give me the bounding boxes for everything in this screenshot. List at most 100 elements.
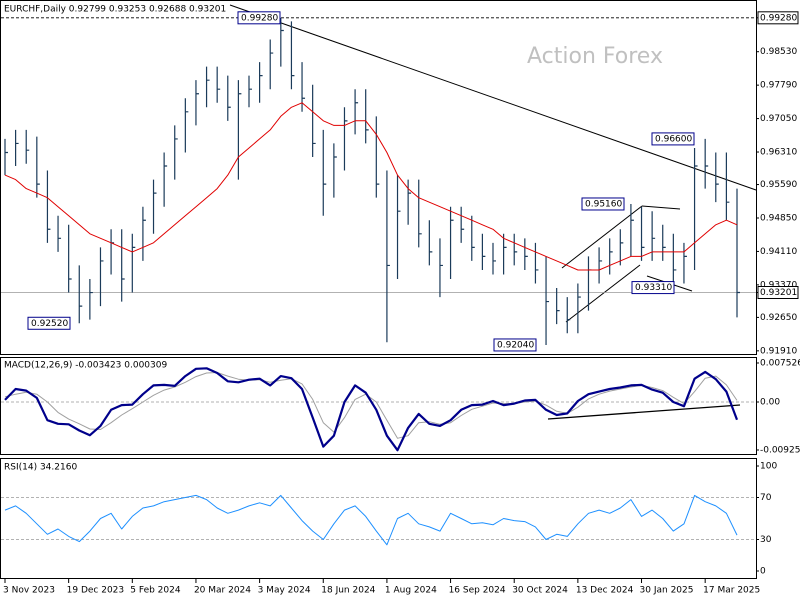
price-bar	[662, 224, 666, 261]
price-bar	[672, 233, 677, 288]
price-bar	[725, 152, 730, 221]
price-bar	[439, 238, 443, 298]
price-bar	[598, 247, 603, 284]
price-bar	[545, 256, 550, 345]
price-bar	[68, 224, 72, 293]
price-bar	[290, 21, 295, 90]
y-tick-label: 0.95590	[760, 180, 797, 190]
x-tick-label: 19 Dec 2023	[67, 586, 125, 596]
watermark: Action Forex	[527, 44, 663, 69]
price-bar	[195, 80, 199, 126]
price-bar	[736, 188, 740, 318]
indicator-line	[4, 367, 739, 452]
price-bar	[174, 125, 178, 180]
indicator-line	[4, 372, 738, 439]
price-bar	[36, 136, 40, 198]
price-bar	[57, 215, 62, 252]
price-bar	[343, 107, 348, 171]
price-bar	[333, 143, 337, 198]
price-bar	[227, 75, 231, 121]
annotation-label: 0.99280	[241, 13, 278, 23]
price-bar	[131, 233, 136, 293]
channel-line	[641, 205, 681, 210]
price-bar	[407, 179, 412, 225]
x-tick-label: 18 Jun 2024	[321, 586, 375, 596]
price-bar	[630, 203, 634, 257]
price-bar	[205, 66, 210, 108]
y-tick-label: 0.94850	[760, 213, 797, 223]
price-panel	[0, 0, 757, 355]
y-tick-label: 0.97050	[760, 114, 797, 124]
price-bar	[4, 138, 8, 176]
price-bar	[534, 242, 539, 284]
y-tick-label: 0.007526	[760, 358, 800, 368]
annotation-label: 0.95160	[585, 199, 622, 209]
chart-title: EURCHF,Daily 0.92799 0.93253 0.92688 0.9…	[4, 5, 226, 15]
price-bar	[640, 206, 645, 261]
price-bar	[396, 175, 401, 279]
price-bar	[163, 152, 168, 207]
y-tick-label: 0.91910	[760, 346, 797, 356]
y-tick-label: 0.96310	[760, 148, 797, 158]
price-bar	[619, 229, 624, 266]
price-bar	[471, 215, 475, 261]
price-bar	[184, 98, 189, 153]
annotation-label: 0.92520	[31, 319, 68, 329]
y-tick-label: 100	[760, 462, 777, 472]
price-bar	[386, 170, 390, 343]
x-tick-label: 1 Aug 2024	[385, 586, 437, 596]
x-tick-label: 5 Feb 2024	[130, 586, 181, 596]
y-tick-label: 0.98530	[760, 47, 797, 57]
price-bar	[503, 233, 507, 275]
price-bar	[46, 170, 51, 243]
price-bar	[513, 233, 518, 266]
price-bar	[269, 39, 274, 90]
price-bar	[25, 129, 30, 164]
price-label-box	[757, 286, 799, 300]
price-bar	[248, 75, 252, 108]
price-bar	[704, 138, 709, 189]
price-bar	[216, 66, 221, 103]
annotation-box	[493, 338, 537, 352]
price-label-box	[757, 11, 799, 25]
price-bar	[418, 179, 422, 248]
price-bar	[449, 206, 454, 279]
annotation-box	[237, 11, 281, 25]
macd-trend-line	[547, 404, 741, 420]
x-tick-label: 16 Sep 2024	[449, 586, 506, 596]
y-tick-label: -0.009252	[760, 445, 800, 455]
price-bar	[142, 206, 146, 261]
annotation-label: 0.92040	[497, 340, 534, 350]
rsi-panel	[0, 458, 757, 579]
y-tick-label: 0.99280	[760, 13, 797, 23]
price-bar	[259, 62, 263, 103]
price-bar	[492, 242, 496, 275]
macd-panel	[0, 357, 757, 455]
price-bar	[301, 62, 306, 112]
price-bar	[312, 84, 316, 157]
price-bar	[715, 152, 719, 203]
x-tick-label: 20 Mar 2024	[194, 586, 251, 596]
annotation-box	[27, 316, 71, 330]
x-tick-label: 17 Mar 2025	[703, 586, 760, 596]
annotation-box	[581, 197, 625, 211]
y-tick-label: 0	[760, 567, 766, 577]
price-bar	[99, 247, 104, 307]
annotation-box	[651, 132, 695, 146]
price-bar	[280, 17, 284, 67]
x-tick-label: 3 May 2024	[258, 586, 311, 596]
price-bar	[556, 288, 560, 325]
price-bar	[15, 129, 19, 167]
annotation-box	[631, 281, 675, 295]
price-bar	[354, 89, 359, 135]
price-bar	[322, 129, 327, 216]
x-tick-label: 30 Oct 2024	[512, 586, 568, 596]
y-tick-label: 0.94110	[760, 247, 797, 257]
price-bar	[121, 229, 125, 302]
price-bar	[152, 179, 157, 234]
price-bar	[609, 238, 613, 275]
y-tick-label: 70	[760, 493, 772, 503]
channel-line	[561, 205, 643, 269]
x-tick-label: 3 Nov 2023	[3, 586, 55, 596]
